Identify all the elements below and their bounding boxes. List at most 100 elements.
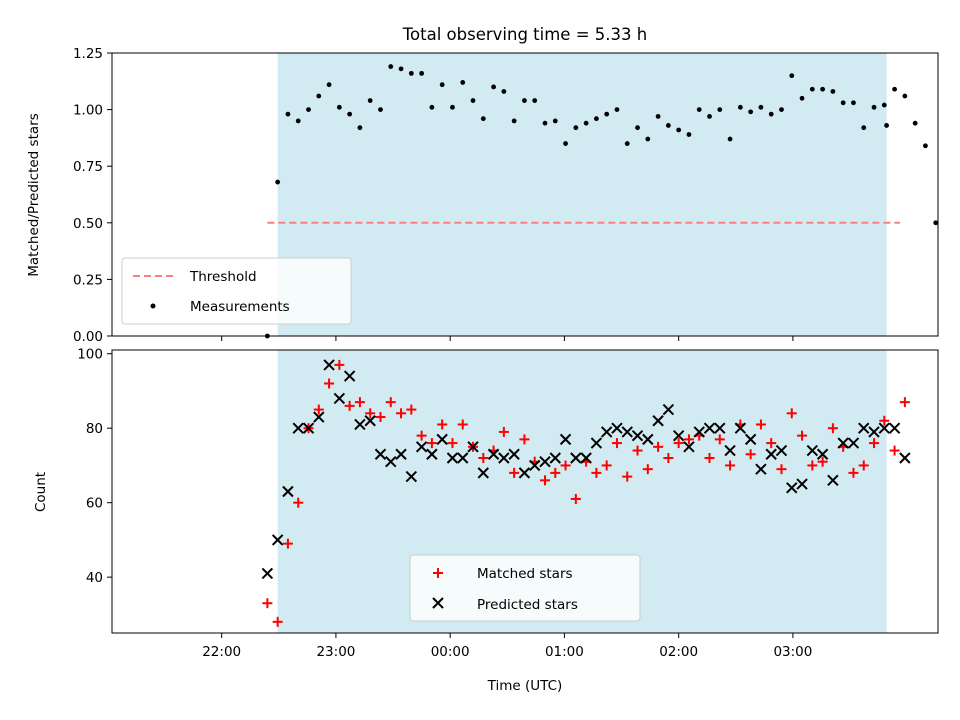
measurement-point [285, 111, 291, 117]
measurement-point [799, 95, 805, 101]
measurement-point [594, 116, 599, 122]
measurement-point [696, 107, 702, 112]
measurement-point [923, 143, 928, 149]
bottom-xtick-label: 01:00 [545, 644, 584, 660]
matched-star-point [539, 475, 550, 486]
legend-matched-label: Matched stars [477, 566, 573, 582]
matched-star-point [827, 423, 838, 434]
matched-star-point [437, 419, 448, 430]
matched-star-point [755, 419, 766, 430]
measurement-point [686, 132, 692, 137]
measurement-point [583, 120, 589, 126]
matched-star-point [406, 404, 417, 415]
top-ytick-label: 1.00 [73, 103, 103, 119]
measurement-point [491, 84, 496, 90]
measurement-point [439, 82, 445, 88]
predicted-star-point [477, 467, 490, 479]
measurement-point [809, 86, 815, 92]
predicted-star-point [683, 441, 695, 453]
measurement-point [388, 64, 394, 69]
predicted-star-point [744, 433, 757, 446]
measurement-point [347, 111, 353, 117]
bottom-ytick-label: 80 [86, 421, 103, 437]
matched-star-point [869, 438, 880, 449]
predicted-star-point [271, 534, 284, 546]
chart-title: Total observing time = 5.33 h [402, 25, 647, 44]
matched-star-point [365, 408, 376, 419]
predicted-star-point [642, 433, 654, 446]
matched-star-point [786, 408, 797, 419]
matched-star-point [478, 452, 489, 463]
bottom-xtick-label: 02:00 [659, 644, 698, 660]
matched-star-point [673, 438, 684, 449]
predicted-star-point [570, 452, 582, 464]
matched-star-point [889, 445, 900, 456]
measurement-point [840, 100, 846, 106]
predicted-star-point [672, 429, 685, 442]
measurement-point [604, 111, 610, 117]
matched-star-point [797, 430, 808, 441]
measurement-point [542, 120, 548, 126]
measurement-point [511, 118, 517, 124]
measurement-point [779, 107, 784, 112]
predicted-star-point [590, 437, 603, 449]
matched-star-point [601, 460, 612, 471]
measurement-point [624, 141, 630, 146]
matched-star-point [498, 426, 509, 437]
top-ytick-label: 0.50 [73, 216, 103, 232]
measurement-point [316, 93, 322, 99]
predicted-star-point [333, 392, 346, 405]
predicted-star-point [796, 478, 808, 490]
predicted-star-point [600, 426, 613, 438]
measurement-point [522, 98, 527, 103]
matched-star-point [591, 467, 602, 478]
measurement-point [573, 125, 579, 131]
legend-measurements-label: Measurements [190, 299, 290, 315]
matched-star-point [848, 467, 859, 478]
measurement-point [789, 73, 795, 79]
legend-predicted-swatch [432, 597, 444, 609]
legend-threshold-label: Threshold [189, 269, 257, 285]
predicted-star-point [313, 411, 325, 423]
predicted-star-point [847, 437, 860, 449]
matched-star-point [725, 460, 736, 471]
predicted-star-point [343, 370, 356, 382]
measurement-point [357, 125, 363, 131]
top-legend-box [121, 257, 352, 325]
matched-star-point [653, 441, 664, 452]
predicted-star-point [765, 448, 777, 460]
predicted-star-point [261, 567, 274, 580]
measurement-point [820, 86, 826, 92]
bottom-xtick-label: 03:00 [773, 644, 812, 660]
matched-star-point [396, 408, 407, 419]
predicted-star-point [878, 422, 891, 434]
matched-star-point [663, 452, 674, 463]
predicted-star-point [703, 422, 716, 434]
measurement-point [501, 89, 507, 94]
bottom-axes-frame [111, 349, 939, 634]
predicted-star-point [446, 452, 459, 464]
legend-predicted-label: Predicted stars [477, 597, 578, 613]
predicted-star-point [508, 448, 520, 460]
predicted-star-point [529, 459, 541, 472]
predicted-star-point [539, 456, 551, 468]
measurement-point [614, 107, 620, 112]
measurement-point [737, 104, 743, 110]
measurement-point [460, 80, 466, 85]
measurement-point [892, 86, 897, 92]
matched-star-point [560, 460, 571, 471]
matched-star-point [570, 493, 581, 504]
predicted-star-point [354, 418, 366, 431]
matched-star-point [745, 449, 756, 460]
measurement-point [635, 125, 640, 131]
matched-star-point [519, 434, 530, 445]
predicted-star-point [714, 422, 726, 434]
predicted-star-point [559, 433, 572, 446]
measurement-point [295, 118, 301, 124]
predicted-star-point [487, 448, 500, 460]
matched-star-point [879, 415, 890, 426]
matched-star-point [642, 464, 653, 475]
measurement-point [408, 70, 414, 76]
predicted-star-point [364, 415, 376, 427]
bottom-legend-box [409, 554, 641, 622]
